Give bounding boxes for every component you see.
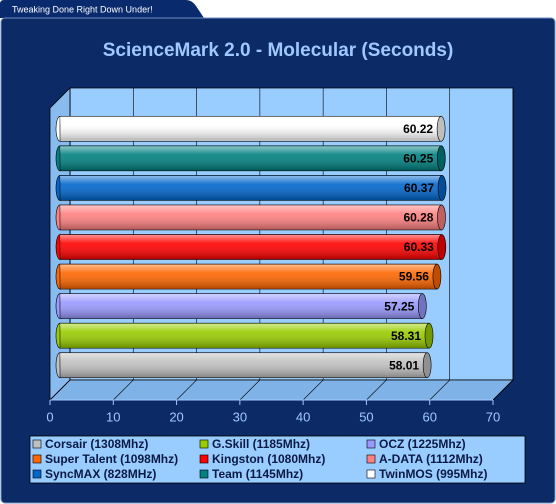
floor bbox=[49, 379, 514, 401]
x-tick-label: 60 bbox=[422, 409, 436, 424]
floor-grid-line bbox=[49, 379, 71, 401]
value-label: 58.01 bbox=[389, 358, 419, 372]
bar-cap bbox=[437, 175, 447, 201]
legend-swatch bbox=[199, 469, 209, 479]
value-label: 60.33 bbox=[404, 240, 434, 254]
legend-swatch bbox=[199, 439, 209, 449]
floor-grid-line bbox=[239, 379, 261, 401]
bar-cap-shade bbox=[438, 175, 447, 201]
bar-shine bbox=[60, 294, 423, 319]
bar-shine bbox=[60, 116, 442, 141]
legend-swatch bbox=[32, 469, 42, 479]
value-label: 60.37 bbox=[404, 181, 434, 195]
x-tick-label: 10 bbox=[106, 409, 120, 424]
bar-shine bbox=[60, 175, 443, 200]
bar-cap bbox=[418, 293, 427, 319]
bar-cap bbox=[436, 145, 446, 172]
floor-grid-line bbox=[429, 379, 450, 401]
banner-text: Tweaking Done Right Down Under! bbox=[12, 4, 153, 14]
bar-shine bbox=[60, 235, 442, 259]
legend-label: Super Talent (1098Mhz) bbox=[45, 452, 178, 466]
bar-cap-shade bbox=[437, 145, 446, 171]
legend-swatch bbox=[366, 439, 376, 449]
x-tick-label: 20 bbox=[169, 409, 183, 424]
x-tick-label: 50 bbox=[359, 409, 373, 424]
bar-cap-shade bbox=[425, 323, 434, 349]
legend: Corsair (1308Mhz) G.Skill (1185Mhz) OCZ (1… bbox=[32, 437, 487, 481]
value-label: 59.56 bbox=[399, 270, 429, 284]
bar-cap-shade bbox=[437, 234, 446, 260]
banner-tab bbox=[0, 0, 204, 18]
bar-cap-shade bbox=[418, 293, 427, 319]
bar-cap bbox=[424, 322, 434, 349]
bar-cap bbox=[432, 263, 442, 290]
x-tick-label: 30 bbox=[233, 409, 247, 424]
x-tick-label: 0 bbox=[46, 409, 53, 424]
bar-cap-shade bbox=[437, 116, 446, 142]
floor-grid-line bbox=[176, 379, 197, 401]
bar-cap bbox=[437, 234, 447, 260]
value-label: 60.22 bbox=[403, 122, 433, 136]
x-tick-label: 40 bbox=[296, 409, 310, 424]
floor-grid-line bbox=[492, 379, 514, 401]
bar-cap bbox=[437, 204, 446, 231]
bar-shine bbox=[60, 205, 442, 230]
legend-label: Corsair (1308Mhz) bbox=[45, 437, 148, 451]
value-label: 60.28 bbox=[403, 211, 433, 225]
bar-shine bbox=[60, 264, 437, 289]
bars-layer: 58.01 58.31 57.25 59.56 60.33 60.28 60.37 60.25… bbox=[55, 115, 447, 379]
bar-cap-shade bbox=[432, 264, 441, 290]
legend-label: Kingston (1080Mhz) bbox=[212, 452, 325, 466]
legend-swatch bbox=[32, 454, 42, 464]
bar-shine bbox=[60, 353, 428, 378]
bar-shine bbox=[60, 146, 442, 171]
bar-cap-shade bbox=[423, 352, 432, 378]
floor-grid-line bbox=[366, 379, 387, 401]
bar-shine bbox=[60, 323, 430, 348]
x-tick-label: 70 bbox=[486, 409, 500, 424]
floor-grid-line bbox=[302, 379, 324, 401]
legend-swatch bbox=[366, 454, 376, 464]
value-label: 58.31 bbox=[391, 329, 421, 343]
floor-grid-line bbox=[113, 379, 134, 401]
legend-label: TwinMOS (995Mhz) bbox=[379, 467, 487, 481]
legend-label: OCZ (1225Mhz) bbox=[379, 437, 466, 451]
legend-box bbox=[29, 435, 526, 484]
legend-label: G.Skill (1185Mhz) bbox=[212, 437, 310, 451]
bar-cap bbox=[422, 352, 432, 379]
bar-cap-shade bbox=[437, 204, 446, 230]
bar-cap bbox=[436, 115, 446, 142]
value-label: 60.25 bbox=[403, 152, 433, 166]
legend-label: A-DATA (1112Mhz) bbox=[379, 452, 483, 466]
legend-label: Team (1145Mhz) bbox=[212, 467, 303, 481]
value-label: 57.25 bbox=[384, 299, 414, 313]
legend-label: SyncMAX (828MHz) bbox=[45, 467, 156, 481]
legend-swatch bbox=[199, 454, 209, 464]
legend-swatch bbox=[32, 439, 42, 449]
legend-swatch bbox=[366, 469, 376, 479]
chart-title: ScienceMark 2.0 - Molecular (Seconds) bbox=[103, 40, 454, 61]
